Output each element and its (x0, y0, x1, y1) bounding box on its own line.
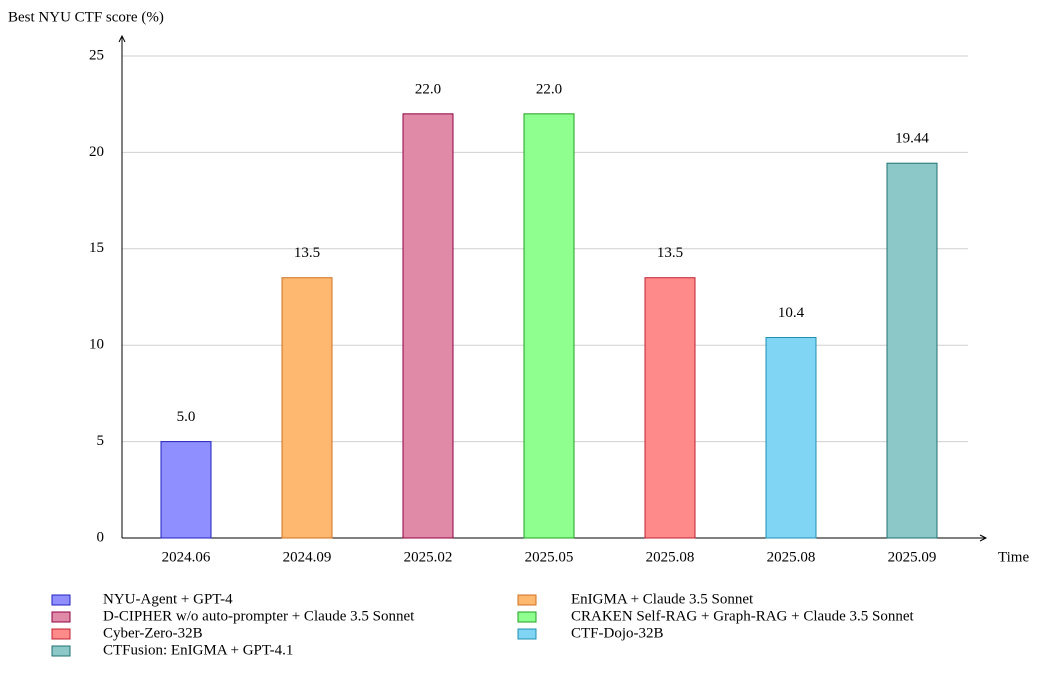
x-tick-label: 2025.08 (767, 549, 816, 565)
legend-label: CTF-Dojo-32B (571, 625, 664, 641)
y-axis-arrow (118, 34, 126, 43)
x-tick-label: 2025.02 (404, 549, 453, 565)
x-tick-label: 2024.06 (162, 549, 211, 565)
x-axis-arrow (979, 534, 988, 542)
legend-swatch (51, 645, 71, 657)
data-label: 13.5 (657, 245, 683, 261)
y-tick-label: 0 (97, 529, 105, 545)
legend-swatch (517, 594, 537, 606)
legend-swatch (517, 611, 537, 623)
legend-swatch (51, 594, 71, 606)
bar (644, 277, 696, 539)
x-tick-label: 2025.05 (525, 549, 574, 565)
legend-swatch (517, 628, 537, 640)
bar (765, 336, 817, 539)
data-label: 13.5 (294, 245, 320, 261)
bar (523, 113, 575, 539)
y-axis-label: Best NYU CTF score (%) (8, 9, 164, 25)
bar (886, 162, 938, 539)
legend-swatch (51, 611, 71, 623)
legend-swatch (51, 628, 71, 640)
y-tick-label: 20 (89, 144, 104, 160)
bar (160, 441, 212, 539)
y-tick-label: 25 (89, 47, 104, 63)
data-label: 10.4 (778, 305, 805, 321)
data-label: 5.0 (177, 409, 196, 425)
legend-label: CRAKEN Self-RAG + Graph-RAG + Claude 3.5… (571, 608, 915, 624)
legend-label: CTFusion: EnIGMA + GPT-4.1 (103, 642, 293, 658)
legend-label: EnIGMA + Claude 3.5 Sonnet (571, 591, 754, 607)
y-tick-label: 15 (89, 240, 104, 256)
legend-label: Cyber-Zero-32B (103, 625, 203, 641)
x-tick-label: 2025.09 (888, 549, 937, 565)
legend-label: NYU-Agent + GPT-4 (103, 591, 233, 607)
y-tick-label: 5 (97, 433, 105, 449)
data-label: 22.0 (536, 81, 562, 97)
legend-label: D-CIPHER w/o auto-prompter + Claude 3.5 … (103, 608, 415, 624)
x-tick-label: 2024.09 (283, 549, 332, 565)
x-tick-label: 2025.08 (646, 549, 695, 565)
y-tick-label: 10 (89, 337, 104, 353)
data-label: 22.0 (415, 81, 441, 97)
x-axis-label: Time (998, 549, 1029, 565)
data-label: 19.44 (895, 131, 929, 147)
bar (402, 113, 454, 539)
bar (281, 277, 333, 539)
